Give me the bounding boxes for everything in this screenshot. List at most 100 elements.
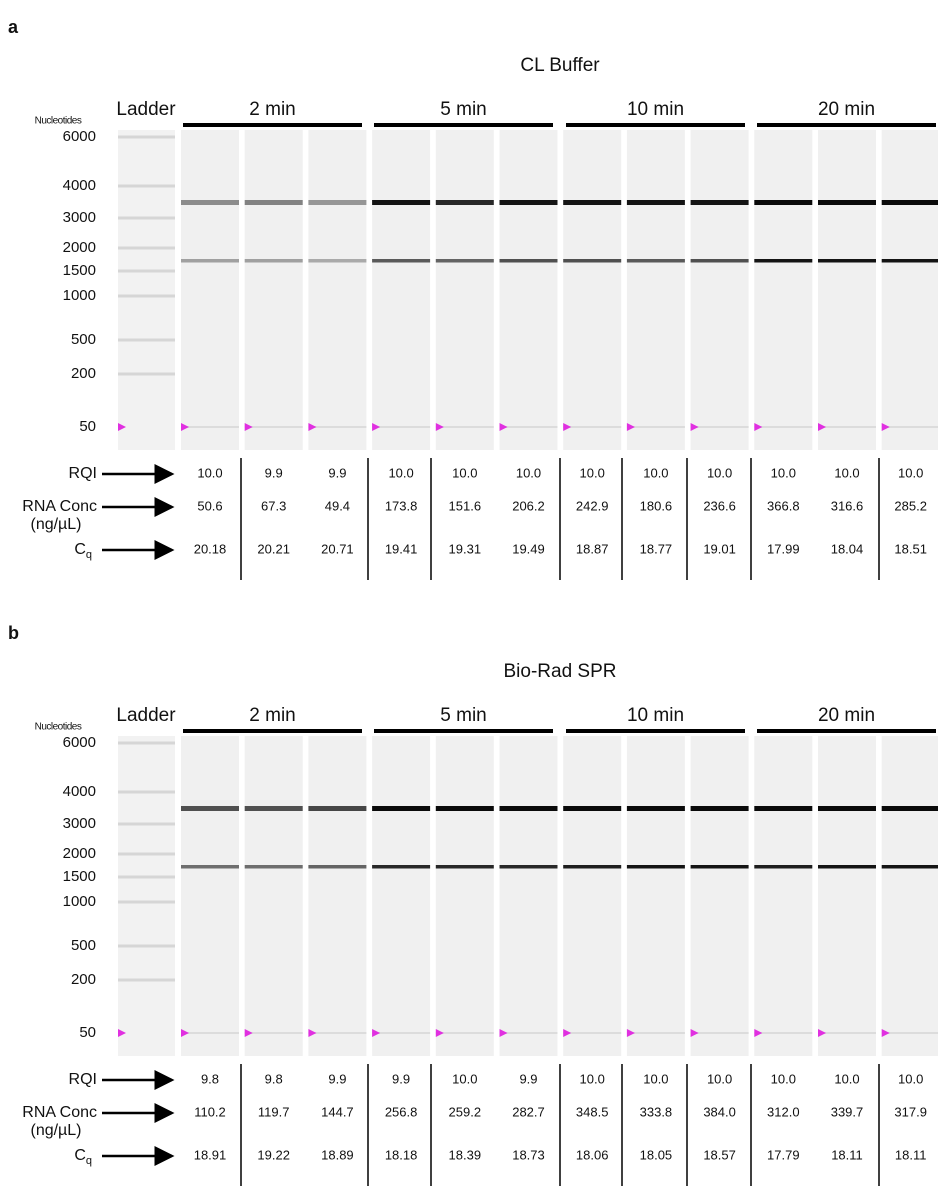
group-label: 10 min xyxy=(627,99,684,120)
row-label: Cq xyxy=(74,541,92,561)
table-cell: 384.0 xyxy=(703,1104,736,1119)
table-cell: 18.11 xyxy=(895,1147,927,1162)
band-upper xyxy=(181,806,239,811)
marker-band xyxy=(627,1032,685,1034)
table-cell: 17.79 xyxy=(767,1147,800,1162)
band-upper xyxy=(818,200,876,205)
row-label: RNA Conc xyxy=(22,1104,97,1121)
table-cell: 10.0 xyxy=(643,465,668,480)
sample-lane xyxy=(181,130,239,450)
table-cell: 18.87 xyxy=(576,541,609,556)
table-cell: 10.0 xyxy=(516,465,541,480)
table-cell: 67.3 xyxy=(261,498,286,513)
band-lower xyxy=(500,865,558,869)
table-cell: 18.51 xyxy=(894,541,927,556)
band-upper xyxy=(691,200,749,205)
table-cell: 339.7 xyxy=(831,1104,864,1119)
figure: aCL BufferLadderNucleotides2 min5 min10 … xyxy=(0,0,938,1198)
marker-band xyxy=(181,1032,239,1034)
band-lower xyxy=(691,865,749,869)
sample-lane xyxy=(627,736,685,1056)
table-cell: 10.0 xyxy=(707,1071,732,1086)
row-label-line2: (ng/µL) xyxy=(30,516,81,533)
marker-band xyxy=(436,1032,494,1034)
band-lower xyxy=(436,259,494,263)
table-cell: 9.8 xyxy=(201,1071,219,1086)
sample-lane xyxy=(308,130,366,450)
marker-band xyxy=(308,1032,366,1034)
band-lower xyxy=(308,259,366,263)
band-upper xyxy=(245,200,303,205)
table-cell: 10.0 xyxy=(580,465,605,480)
marker-band xyxy=(372,1032,430,1034)
band-upper xyxy=(436,200,494,205)
table-cell: 18.04 xyxy=(831,541,864,556)
ladder-tick-label: 1000 xyxy=(63,287,96,304)
marker-band xyxy=(181,426,239,428)
ladder-tick-label: 1500 xyxy=(63,262,96,279)
band-lower xyxy=(818,865,876,869)
table-cell: 20.21 xyxy=(257,541,290,556)
sample-lane xyxy=(754,736,812,1056)
row-label: Cq xyxy=(74,1147,92,1167)
ladder-tick-label: 2000 xyxy=(63,239,96,256)
band-upper xyxy=(245,806,303,811)
ladder-band xyxy=(118,945,175,948)
table-cell: 18.39 xyxy=(449,1147,482,1162)
table-cell: 19.31 xyxy=(449,541,482,556)
band-upper xyxy=(563,806,621,811)
marker-band xyxy=(436,426,494,428)
ladder-tick-label: 50 xyxy=(79,1024,96,1041)
sample-lane xyxy=(245,736,303,1056)
sample-lane xyxy=(691,736,749,1056)
table-cell: 19.22 xyxy=(257,1147,290,1162)
table-cell: 119.7 xyxy=(258,1104,290,1119)
group-bar xyxy=(757,123,936,127)
table-cell: 49.4 xyxy=(325,498,350,513)
ladder-tick-label: 500 xyxy=(71,937,96,954)
table-cell: 144.7 xyxy=(321,1104,354,1119)
ladder-tick-label: 200 xyxy=(71,971,96,988)
band-lower xyxy=(181,865,239,869)
band-upper xyxy=(500,806,558,811)
marker-band xyxy=(754,426,812,428)
marker-band xyxy=(308,426,366,428)
sample-lane xyxy=(436,736,494,1056)
marker-band xyxy=(563,426,621,428)
page: {"panels": [ {"label": "a", "title": "CL… xyxy=(0,0,938,1198)
marker-band xyxy=(818,426,876,428)
band-upper xyxy=(563,200,621,205)
table-cell: 316.6 xyxy=(831,498,864,513)
axis-label: Nucleotides xyxy=(35,116,82,127)
sample-lane xyxy=(754,130,812,450)
sample-lane xyxy=(691,130,749,450)
sample-lane xyxy=(500,736,558,1056)
marker-band xyxy=(245,1032,303,1034)
band-upper xyxy=(691,806,749,811)
group-bar xyxy=(374,123,553,127)
ladder-tick-label: 1500 xyxy=(63,868,96,885)
ladder-tick-label: 3000 xyxy=(63,815,96,832)
row-label-text: RNA Conc xyxy=(22,498,97,515)
table-cell: 366.8 xyxy=(767,498,800,513)
band-lower xyxy=(372,259,430,263)
table-cell: 285.2 xyxy=(894,498,927,513)
table-cell: 9.9 xyxy=(392,1071,410,1086)
row-label-sub: q xyxy=(86,549,92,561)
band-lower xyxy=(181,259,239,263)
table-cell: 256.8 xyxy=(385,1104,418,1119)
group-label: 20 min xyxy=(818,705,875,726)
row-label-text: RQI xyxy=(69,465,97,482)
band-lower xyxy=(563,865,621,869)
table-cell: 242.9 xyxy=(576,498,609,513)
table-cell: 20.71 xyxy=(321,541,354,556)
table-cell: 110.2 xyxy=(194,1104,226,1119)
band-lower xyxy=(627,865,685,869)
band-upper xyxy=(181,200,239,205)
table-cell: 9.9 xyxy=(519,1071,537,1086)
table-cell: 18.73 xyxy=(512,1147,545,1162)
marker-band xyxy=(500,426,558,428)
band-lower xyxy=(691,259,749,263)
sample-lane xyxy=(818,130,876,450)
